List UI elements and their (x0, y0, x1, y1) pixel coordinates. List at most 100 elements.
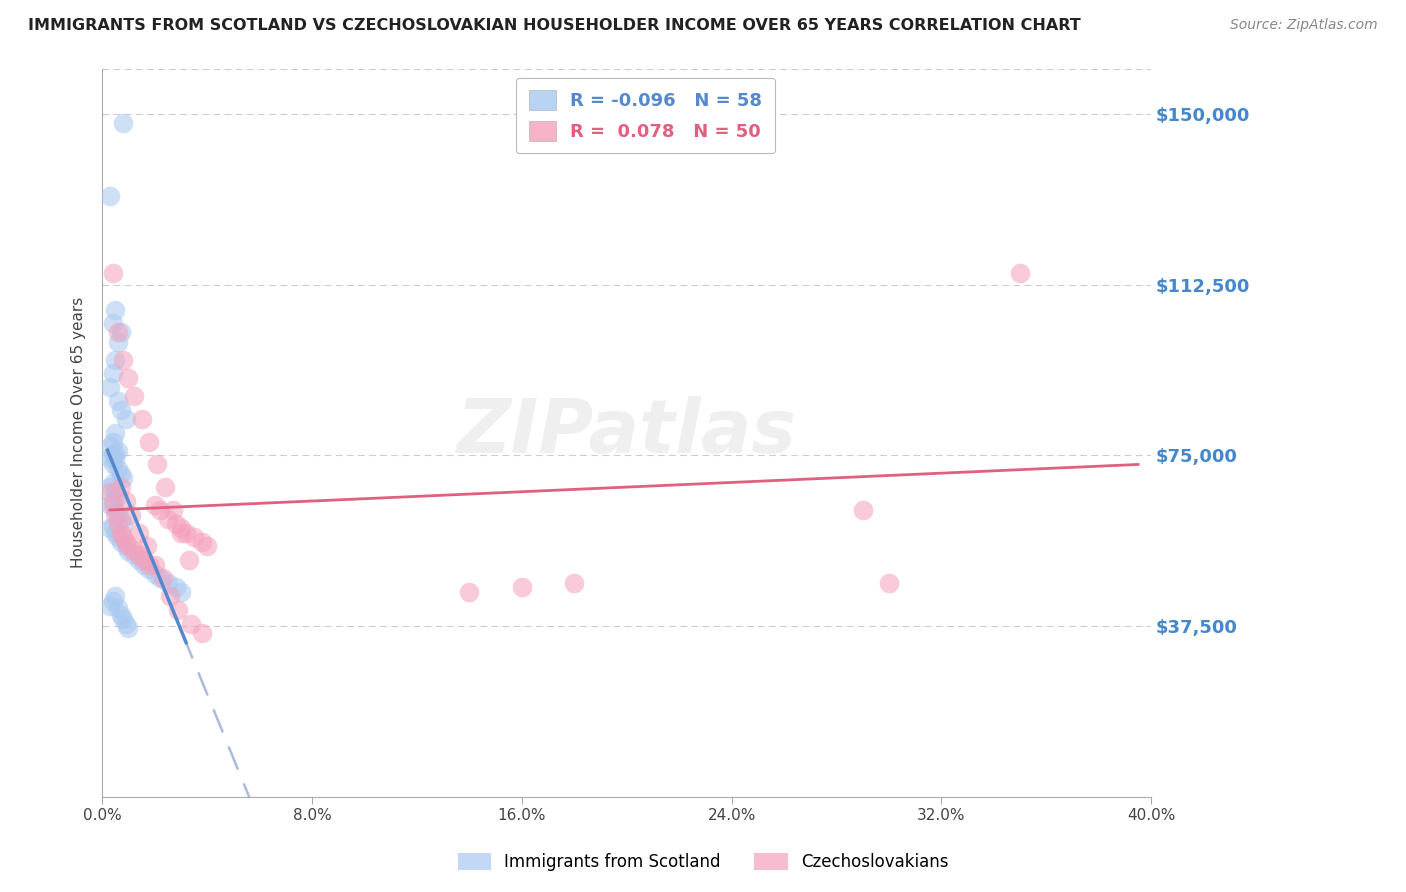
Point (104, 508, 127, 522)
Point (134, 558, 156, 572)
Point (104, 425, 127, 440)
Point (110, 607, 132, 622)
Point (104, 302, 127, 317)
Point (112, 352, 135, 367)
Point (128, 525, 150, 540)
Point (165, 580, 187, 594)
Point (104, 453, 127, 467)
Point (122, 389, 145, 403)
Point (149, 571, 172, 585)
Point (510, 580, 533, 594)
Point (101, 434, 124, 449)
Point (101, 458, 124, 472)
Point (183, 530, 205, 544)
Point (104, 525, 127, 540)
Point (134, 553, 156, 567)
Point (107, 443, 129, 458)
Point (191, 534, 214, 549)
Point (98, 499, 121, 513)
Text: ZIPatlas: ZIPatlas (457, 396, 797, 469)
Point (112, 530, 135, 544)
Point (114, 494, 136, 508)
Point (101, 494, 124, 508)
Point (110, 480, 132, 494)
Point (107, 489, 129, 503)
Point (101, 266, 124, 280)
Point (117, 544, 139, 558)
Point (117, 621, 139, 635)
Point (143, 566, 166, 581)
Point (107, 393, 129, 408)
Point (458, 585, 481, 599)
Point (104, 503, 127, 517)
Point (98, 380, 121, 394)
Point (98, 521, 121, 535)
Point (101, 594, 124, 608)
Point (114, 412, 136, 426)
Point (165, 516, 187, 531)
Point (107, 462, 129, 476)
Point (195, 540, 218, 554)
Point (149, 503, 172, 517)
Point (167, 603, 190, 617)
Point (101, 367, 124, 381)
Text: IMMIGRANTS FROM SCOTLAND VS CZECHOSLOVAKIAN HOUSEHOLDER INCOME OVER 65 YEARS COR: IMMIGRANTS FROM SCOTLAND VS CZECHOSLOVAK… (28, 18, 1081, 33)
Point (143, 558, 166, 572)
Point (107, 530, 129, 544)
Point (128, 553, 150, 567)
Point (180, 616, 202, 631)
Legend: Immigrants from Scotland, Czechoslovakians: Immigrants from Scotland, Czechoslovakia… (450, 845, 956, 880)
Point (114, 534, 136, 549)
Point (191, 625, 214, 640)
Point (110, 525, 132, 540)
Point (101, 448, 124, 462)
Point (112, 516, 135, 531)
Point (98, 450, 121, 465)
Legend: R = -0.096   N = 58, R =  0.078   N = 50: R = -0.096 N = 58, R = 0.078 N = 50 (516, 78, 775, 153)
Point (562, 575, 585, 590)
Point (162, 503, 184, 517)
Point (101, 317, 124, 331)
Point (117, 540, 139, 554)
Point (110, 534, 132, 549)
Point (146, 458, 169, 472)
Point (877, 575, 900, 590)
Point (156, 575, 179, 590)
Point (110, 512, 132, 526)
Point (112, 612, 135, 626)
Point (170, 585, 193, 599)
Point (110, 326, 132, 340)
Point (104, 484, 127, 499)
Point (107, 326, 129, 340)
Point (135, 540, 157, 554)
Point (128, 549, 150, 563)
Point (98, 189, 121, 203)
Point (112, 116, 135, 130)
Point (110, 402, 132, 417)
Point (152, 571, 174, 585)
Point (156, 512, 179, 526)
Point (1008, 266, 1031, 280)
Point (98, 439, 121, 453)
Point (98, 480, 121, 494)
Point (174, 525, 197, 540)
Point (98, 484, 121, 499)
Point (170, 525, 193, 540)
Point (138, 434, 160, 449)
Point (138, 562, 160, 576)
Point (112, 471, 135, 485)
Point (122, 544, 145, 558)
Point (153, 480, 176, 494)
Point (117, 371, 139, 385)
Point (114, 540, 136, 554)
Point (177, 553, 200, 567)
Point (852, 503, 875, 517)
Point (107, 508, 129, 522)
Point (159, 590, 181, 604)
Y-axis label: Householder Income Over 65 years: Householder Income Over 65 years (72, 297, 86, 568)
Point (131, 412, 153, 426)
Point (120, 508, 142, 522)
Point (98, 599, 121, 613)
Point (104, 590, 127, 604)
Point (110, 467, 132, 481)
